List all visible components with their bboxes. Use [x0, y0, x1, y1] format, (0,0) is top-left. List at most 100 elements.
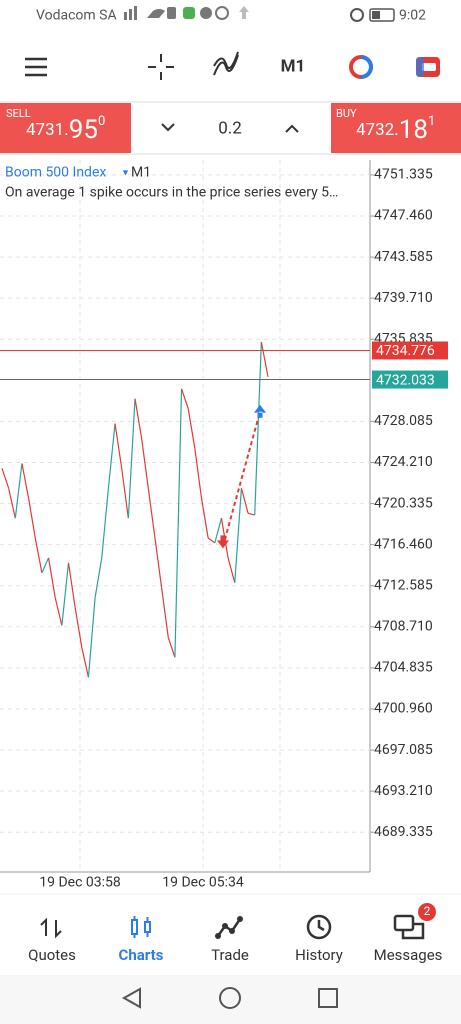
quotes-icon: [40, 917, 62, 939]
buy-button[interactable]: [331, 103, 461, 153]
bid-label-bg: [372, 370, 448, 389]
messages-icon: [393, 914, 425, 940]
status-icons: [124, 6, 395, 22]
volume-up[interactable]: [285, 124, 299, 133]
sell-label: SELL: [6, 107, 31, 120]
buy-price: 4732.181: [356, 114, 435, 144]
status-bar: [0, 0, 461, 32]
price-segment: [141, 438, 149, 489]
y-tick-label: 4700.960: [374, 701, 433, 717]
nav-charts[interactable]: Charts: [119, 946, 164, 964]
price-segment: [214, 517, 223, 544]
subtitle: On average 1 spike occurs in the price s…: [5, 185, 338, 201]
badge-count: 2: [424, 904, 431, 918]
nav-history[interactable]: History: [295, 946, 343, 964]
price-segment: [121, 468, 129, 519]
back-button[interactable]: [121, 987, 141, 1009]
y-tick-label: 4724.210: [374, 454, 433, 470]
badge: [418, 903, 436, 921]
trade-icon: [215, 916, 243, 939]
y-tick-label: 4747.460: [374, 208, 433, 224]
crosshair-button[interactable]: [148, 54, 174, 80]
price-segment: [187, 408, 196, 449]
clock: 9:02: [399, 8, 426, 24]
price-segment: [207, 537, 216, 544]
ask-label: 4734.776: [376, 343, 435, 359]
price-segment: [200, 498, 209, 539]
sell-price-big: 95: [69, 115, 98, 145]
price-segment: [154, 537, 163, 588]
price-segment: [34, 537, 43, 573]
ask-label-bg: [372, 341, 448, 360]
deal-marker: [217, 535, 229, 549]
price-segment: [134, 398, 143, 439]
recents-button[interactable]: [318, 988, 338, 1008]
nav-trade[interactable]: Trade: [211, 946, 249, 964]
price-segment: [127, 398, 136, 519]
y-tick-label: 4712.585: [374, 577, 433, 593]
buy-price-big: 18: [399, 115, 428, 145]
price-segment: [194, 448, 203, 499]
price-segment: [1, 468, 10, 489]
y-tick-label: 4751.335: [374, 167, 433, 183]
indicators-button[interactable]: [213, 51, 239, 76]
price-segment: [61, 562, 70, 626]
price-segment: [107, 423, 116, 489]
trade-button[interactable]: [416, 57, 440, 77]
deal-connector: [222, 411, 261, 547]
sell-price-main: 4731.: [26, 120, 69, 140]
sell-price-sup: 0: [98, 114, 105, 129]
price-segment: [94, 557, 103, 598]
price-segment: [174, 388, 183, 658]
price-segment: [74, 607, 83, 648]
symbol-dropdown[interactable]: ▼: [121, 168, 130, 178]
symbol[interactable]: Boom 500 Index: [5, 165, 106, 181]
system-nav: [0, 975, 461, 1024]
y-tick-label: 4739.710: [374, 290, 433, 306]
price-segment: [147, 488, 156, 539]
charts-icon: [131, 916, 151, 938]
buy-price-main: 4732.: [356, 120, 399, 140]
price-segment: [87, 597, 96, 678]
x-label: 19 Dec 05:34: [162, 875, 244, 891]
objects-button[interactable]: [349, 55, 373, 79]
y-tick-label: 4720.335: [374, 495, 433, 511]
x-label: 19 Dec 03:58: [39, 875, 121, 891]
timeframe-button[interactable]: M1: [281, 56, 306, 76]
volume[interactable]: 0.2: [218, 118, 242, 138]
y-tick-label: 4697.085: [374, 742, 433, 758]
price-segment: [247, 512, 255, 516]
sell-button[interactable]: [0, 103, 131, 153]
y-tick-label: 4689.335: [374, 824, 433, 840]
y-tick-label: 4743.585: [374, 249, 433, 265]
home-button[interactable]: [219, 987, 241, 1009]
y-tick-label: 4728.085: [374, 413, 433, 429]
vertical-grid: [79, 160, 281, 872]
chart-timeframe: M1: [131, 165, 151, 181]
price-segment: [28, 498, 36, 539]
y-tick-label: 4708.710: [374, 619, 433, 635]
y-tick-label: 4716.460: [374, 536, 433, 552]
price-segment: [260, 341, 269, 377]
buy-price-sup: 1: [428, 114, 435, 129]
price-segment: [41, 557, 50, 574]
price-segment: [14, 463, 23, 519]
carrier: Vodacom SA: [36, 8, 117, 24]
chart: 4751.3354747.4604743.5854739.7104735.835…: [0, 160, 448, 873]
price-segment: [114, 423, 123, 469]
volume-down[interactable]: [161, 123, 175, 132]
price-segment: [254, 342, 262, 516]
price-segment: [8, 488, 16, 519]
price-segment: [180, 388, 189, 409]
menu-button[interactable]: [25, 57, 47, 77]
price-segment: [167, 637, 176, 658]
nav-messages[interactable]: Messages: [374, 946, 443, 964]
price-segment: [240, 488, 249, 514]
y-tick-label: 4693.210: [374, 783, 433, 799]
price-segment: [234, 488, 242, 583]
price-segment: [227, 557, 236, 583]
nav-quotes[interactable]: Quotes: [28, 946, 76, 964]
history-icon: [306, 914, 332, 940]
